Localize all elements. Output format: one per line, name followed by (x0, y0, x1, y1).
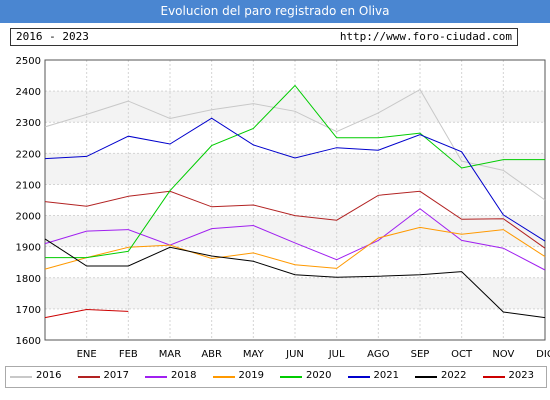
y-tick-label: 2500 (16, 56, 41, 67)
source-url: http://www.foro-ciudad.com (339, 30, 512, 43)
x-tick-label: ENE (77, 349, 97, 360)
series-line-2021 (44, 117, 546, 242)
legend-swatch (145, 376, 167, 378)
legend-label: 2023 (508, 370, 534, 381)
x-tick-label: FEB (119, 349, 138, 360)
y-tick-label: 1900 (16, 243, 41, 254)
x-tick-label: ABR (201, 349, 222, 360)
y-tick-label: 2100 (16, 180, 41, 191)
x-tick-label: SEP (411, 349, 430, 360)
y-tick-label: 2400 (16, 87, 41, 98)
series-line-2023 (44, 308, 129, 319)
legend-label: 2022 (441, 370, 467, 381)
legend-label: 2020 (306, 370, 332, 381)
legend-swatch (347, 376, 370, 378)
y-tick-label: 1600 (16, 336, 41, 347)
legend-label: 2016 (36, 370, 62, 381)
legend-swatch (415, 376, 437, 378)
x-tick-label: MAR (159, 349, 181, 360)
legend-swatch (280, 376, 302, 378)
x-tick-label: MAY (243, 349, 265, 360)
legend-label: 2021 (373, 370, 399, 381)
series-line-2018 (44, 208, 546, 271)
legend-label: 2019 (238, 370, 264, 381)
legend-swatch (10, 376, 32, 378)
series-line-2019 (44, 226, 546, 270)
y-tick-label: 1700 (16, 305, 41, 316)
x-tick-label: OCT (451, 349, 473, 360)
x-tick-label: JUN (285, 349, 304, 360)
x-tick-label: AGO (367, 349, 389, 360)
series-line-2017 (44, 190, 546, 249)
subtitle-bar: 2016 - 2023 http://www.foro-ciudad.com (10, 28, 518, 46)
x-tick-label: JUL (328, 349, 345, 360)
series-line-2022 (44, 238, 546, 319)
y-tick-label: 2200 (16, 149, 41, 160)
y-tick-label: 2000 (16, 212, 41, 223)
legend-swatch (77, 376, 100, 378)
chart-legend: 2016 2017 2018 2019 2020 2021 2022 2023 (5, 366, 547, 388)
y-tick-label: 2300 (16, 118, 41, 129)
x-tick-label: DIC (536, 349, 550, 360)
year-range-label: 2016 - 2023 (16, 30, 89, 43)
legend-label: 2017 (103, 370, 129, 381)
legend-label: 2018 (171, 370, 197, 381)
legend-swatch (482, 376, 505, 378)
legend-swatch (212, 376, 235, 378)
series-line-2020 (45, 84, 545, 259)
y-tick-label: 1800 (16, 274, 41, 285)
chart-title: Evolucion del paro registrado en Oliva (0, 0, 550, 23)
x-tick-label: NOV (492, 349, 514, 360)
series-line-2016 (44, 88, 546, 201)
